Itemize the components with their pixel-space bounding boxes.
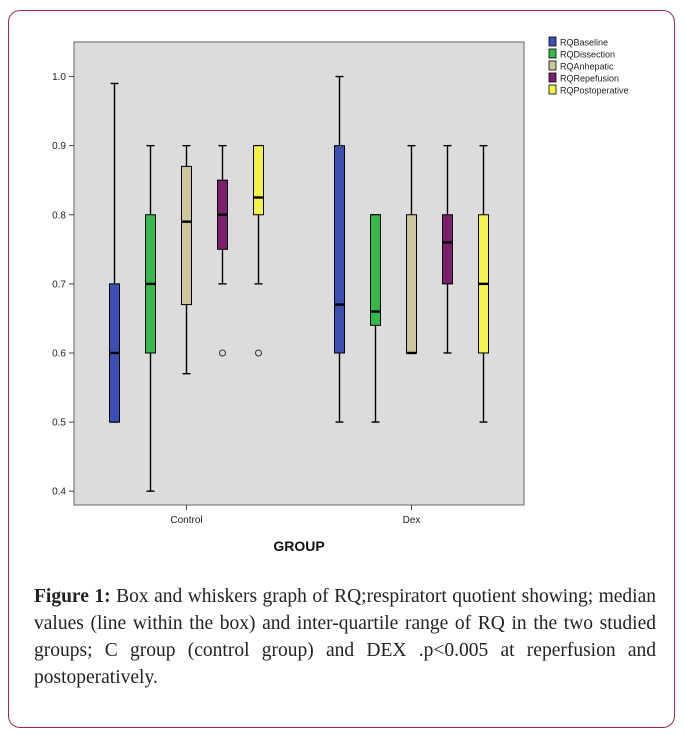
outlier-point (255, 349, 262, 357)
y-tick-label: 0.6 (52, 348, 66, 359)
figure-frame (8, 10, 675, 728)
box-series (109, 75, 489, 492)
x-tick-label: Dex (403, 515, 421, 526)
legend-swatch (548, 60, 557, 71)
legend-label: RQRepefusion (560, 74, 619, 84)
y-tick-label: 0.7 (52, 279, 66, 290)
figure-caption: Figure 1: Box and whiskers graph of RQ;r… (34, 583, 656, 691)
y-tick-label: 1.0 (52, 72, 66, 83)
iqr-box (334, 145, 345, 354)
legend-label: RQPostoperative (560, 86, 629, 96)
legend-swatch (548, 36, 557, 47)
iqr-box (442, 214, 453, 285)
iqr-box (370, 214, 381, 326)
iqr-box (253, 145, 264, 216)
box-RQDissection-Control (145, 144, 156, 492)
box-RQDissection-Dex (370, 214, 381, 423)
box-RQAnhepatic-Control (181, 144, 192, 375)
legend-swatch (548, 72, 557, 83)
box-RQAnhepatic-Dex (406, 144, 417, 355)
plot-area (73, 41, 525, 506)
x-axis: Control Dex (170, 505, 420, 526)
legend-label: RQDissection (560, 50, 615, 60)
y-axis: 0.4 0.5 0.6 0.7 0.8 0.9 1.0 (52, 72, 74, 498)
x-axis-label: GROUP (273, 538, 324, 554)
y-tick-label: 0.8 (52, 210, 66, 221)
caption-text: Box and whiskers graph of RQ;respiratort… (34, 586, 656, 688)
x-tick-label: Control (170, 515, 202, 526)
y-tick-label: 0.4 (52, 487, 66, 498)
legend: RQBaseline RQDissection RQAnhepatic RQRepef… (548, 36, 629, 96)
chart-svg: 0.4 0.5 0.6 0.7 0.8 0.9 1.0 Control Dex RQBasel… (20, 22, 660, 562)
box-RQPostoperative-Control (253, 144, 264, 357)
y-tick-label: 0.5 (52, 418, 66, 429)
legend-swatch (548, 84, 557, 95)
outlier-point (219, 349, 226, 357)
box-RQRepefusion-Control (217, 144, 228, 357)
box-RQPostoperative-Dex (478, 144, 489, 423)
box-plot-chart: 0.4 0.5 0.6 0.7 0.8 0.9 1.0 Control Dex RQBasel… (20, 22, 660, 562)
iqr-box (181, 165, 192, 306)
iqr-box (406, 214, 417, 354)
box-RQBaseline-Control (109, 82, 120, 423)
legend-label: RQBaseline (560, 38, 608, 48)
box-RQBaseline-Dex (334, 75, 345, 423)
y-tick-label: 0.9 (52, 141, 66, 152)
caption-label: Figure 1: (34, 586, 111, 607)
legend-label: RQAnhepatic (560, 62, 614, 72)
box-RQRepefusion-Dex (442, 144, 453, 354)
legend-swatch (548, 48, 557, 59)
